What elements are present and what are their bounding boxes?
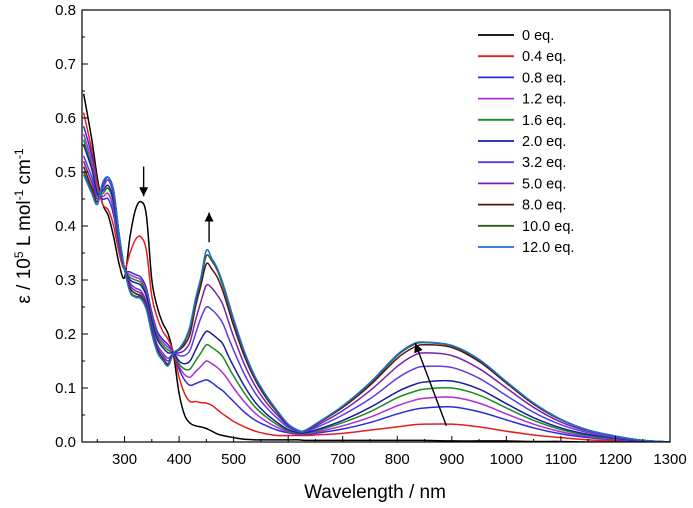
series-line-6: [82, 155, 670, 442]
series-line-3: [82, 133, 670, 442]
legend-label-8: 8.0 eq.: [522, 198, 566, 214]
legend-label-3: 1.2 eq.: [522, 92, 566, 108]
y-tick-label: 0.1: [55, 380, 76, 397]
legend-label-1: 0.4 eq.: [522, 49, 566, 65]
x-tick-label: 600: [276, 451, 301, 468]
series-line-5: [82, 144, 670, 442]
x-tick-label: 500: [221, 451, 246, 468]
legend-label-7: 5.0 eq.: [522, 176, 566, 192]
y-tick-label: 0.0: [55, 434, 76, 451]
y-tick-label: 0.4: [55, 218, 76, 235]
series-line-8: [82, 166, 670, 442]
series-line-10: [82, 174, 670, 442]
y-tick-label: 0.3: [55, 272, 76, 289]
legend: 0 eq. 0.4 eq. 0.8 eq. 1.2 eq. 1.6 eq. 2.0 eq.…: [478, 28, 574, 256]
legend-label-0: 0 eq.: [522, 28, 554, 44]
series-layer: [82, 93, 670, 442]
y-tick-label: 0.2: [55, 326, 76, 343]
legend-label-10: 12.0 eq.: [522, 240, 574, 256]
x-tick-label: 800: [385, 451, 410, 468]
annotation-arrow-2: [414, 342, 448, 427]
legend-label-6: 3.2 eq.: [522, 155, 566, 171]
y-tick-label: 0.5: [55, 164, 76, 181]
legend-label-5: 2.0 eq.: [522, 134, 566, 150]
legend-label-4: 1.6 eq.: [522, 113, 566, 129]
x-tick-label: 300: [112, 451, 137, 468]
axes-layer: 300 400 500 600 700 800 900 1000 1100 1200 1300 0.0…: [55, 2, 687, 468]
x-tick-label: 900: [439, 451, 464, 468]
x-tick-label: 1200: [599, 451, 632, 468]
y-tick-label: 0.8: [55, 2, 76, 19]
y-tick-label: 0.7: [55, 56, 76, 73]
series-line-7: [82, 160, 670, 442]
series-line-9: [82, 171, 670, 442]
x-tick-label: 1000: [490, 451, 523, 468]
y-axis-title: ε / 105 L mol-1 cm-1: [12, 148, 35, 303]
x-tick-label: 1100: [545, 451, 577, 468]
annotation-arrow-1: [204, 212, 214, 243]
x-tick-label: 400: [167, 451, 192, 468]
series-line-2: [82, 125, 670, 442]
series-line-4: [82, 139, 670, 442]
x-tick-label: 1300: [653, 451, 686, 468]
y-tick-label: 0.6: [55, 110, 76, 127]
x-tick-label: 700: [330, 451, 355, 468]
series-line-1: [82, 112, 670, 442]
annotation-arrow-0: [139, 166, 149, 197]
legend-label-2: 0.8 eq.: [522, 70, 566, 86]
legend-label-9: 10.0 eq.: [522, 219, 574, 235]
series-line-0: [82, 93, 670, 442]
x-axis-title: Wavelength / nm: [304, 482, 446, 503]
annotation-layer: [139, 166, 448, 427]
